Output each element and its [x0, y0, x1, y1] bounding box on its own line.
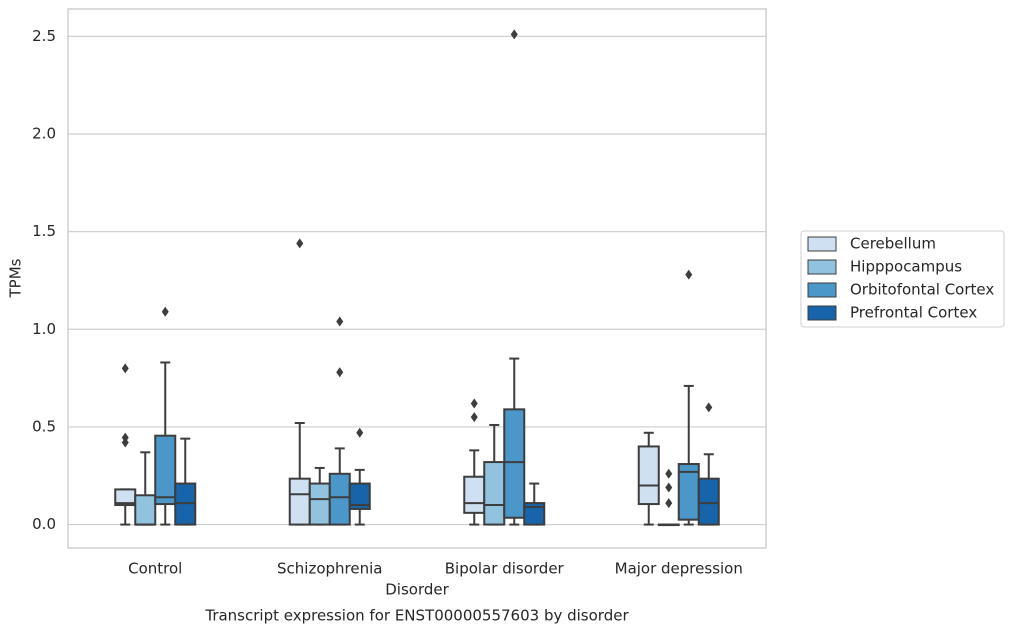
- legend-label: Prefrontal Cortex: [850, 304, 977, 322]
- outlier: [336, 367, 344, 378]
- legend-swatch: [807, 305, 837, 321]
- y-axis-label: TPMs: [7, 258, 25, 298]
- y-tick-label: 2.5: [32, 27, 56, 45]
- chart-title: Transcript expression for ENST0000055760…: [204, 607, 629, 625]
- outlier: [685, 269, 693, 280]
- legend-swatch: [807, 236, 837, 252]
- box: [463, 475, 486, 514]
- box: [288, 477, 311, 526]
- outlier: [161, 306, 169, 317]
- legend-swatch: [807, 259, 837, 275]
- box: [637, 445, 660, 506]
- outlier: [470, 398, 478, 409]
- y-tick-label: 1.5: [32, 222, 56, 240]
- plot-frame: [67, 8, 767, 549]
- outlier: [665, 482, 673, 493]
- outlier: [296, 238, 304, 249]
- box: [308, 482, 331, 526]
- x-tick-label: Schizophrenia: [277, 560, 382, 578]
- x-tick-label: Major depression: [615, 560, 743, 578]
- x-tick-label: Control: [128, 560, 182, 578]
- x-tick-label: Bipolar disorder: [445, 560, 565, 578]
- box: [523, 502, 546, 526]
- y-tick-label: 2.0: [32, 124, 56, 142]
- outlier: [121, 437, 129, 448]
- outlier: [665, 468, 673, 479]
- box: [697, 477, 720, 526]
- outlier: [665, 498, 673, 509]
- outlier: [121, 363, 129, 374]
- outlier: [705, 402, 713, 413]
- box: [154, 434, 177, 506]
- box: [483, 461, 506, 526]
- y-tick-label: 0.0: [32, 515, 56, 533]
- outlier: [336, 316, 344, 327]
- box: [328, 472, 351, 526]
- legend-label: Cerebellum: [850, 235, 936, 253]
- legend-swatch: [807, 282, 837, 298]
- outlier: [470, 412, 478, 423]
- box: [503, 408, 526, 519]
- legend-frame: [800, 230, 1005, 328]
- y-tick-label: 0.5: [32, 417, 56, 435]
- y-tick-label: 1.0: [32, 320, 56, 338]
- legend-label: Orbitofontal Cortex: [850, 281, 994, 299]
- x-axis-label: Disorder: [385, 581, 449, 599]
- box: [134, 494, 157, 526]
- outlier: [356, 427, 364, 438]
- outlier: [510, 29, 518, 40]
- legend-label: Hipppocampus: [850, 258, 962, 276]
- box: [348, 482, 371, 510]
